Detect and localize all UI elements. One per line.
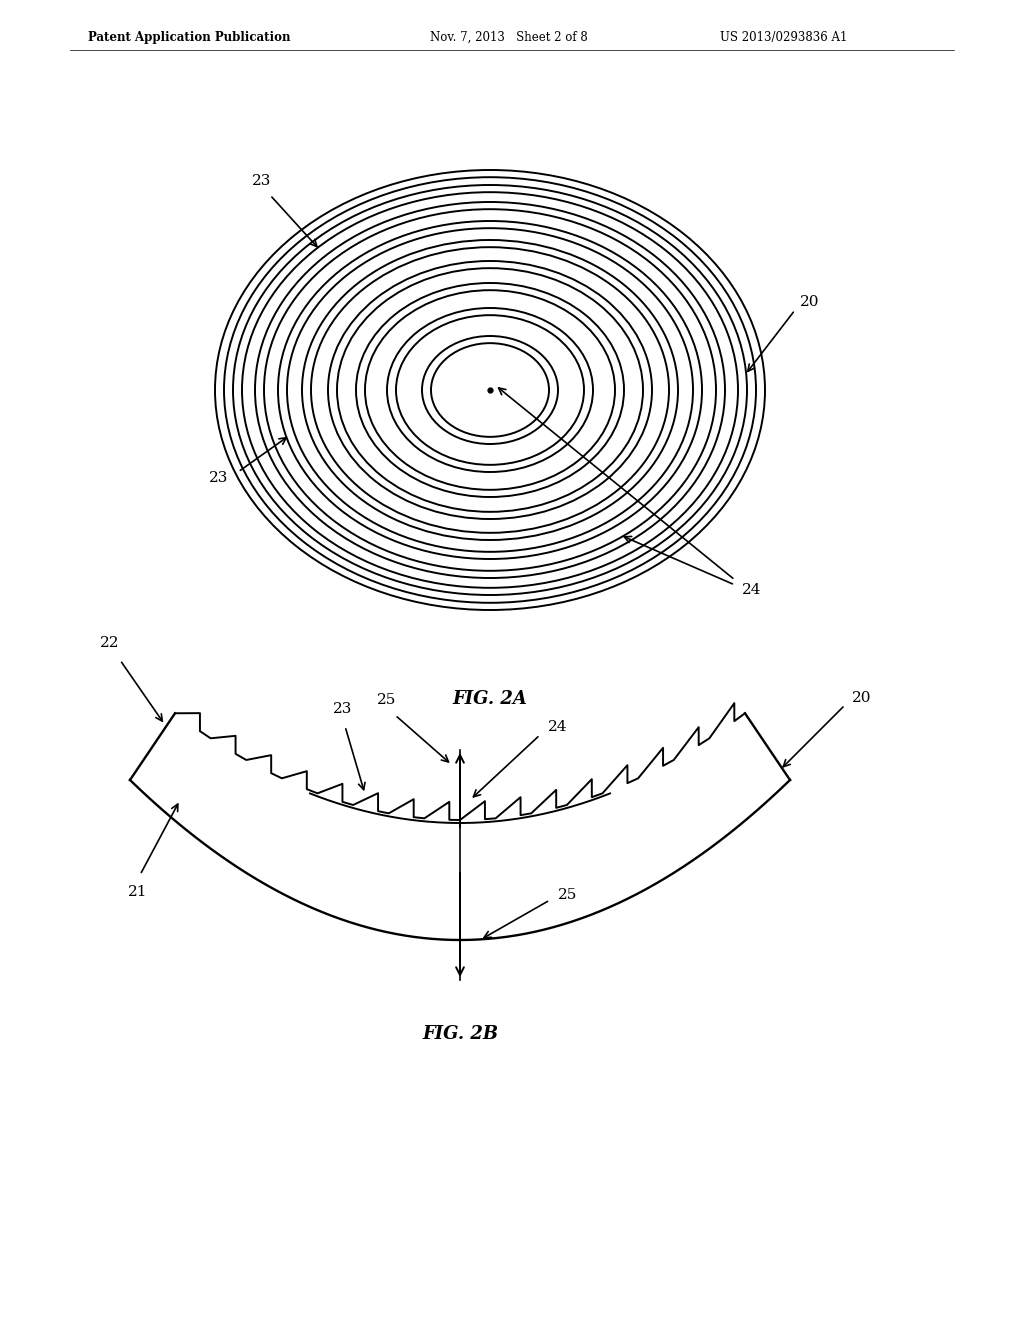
Text: US 2013/0293836 A1: US 2013/0293836 A1 bbox=[720, 30, 848, 44]
Text: 22: 22 bbox=[100, 636, 120, 649]
Text: 23: 23 bbox=[209, 471, 228, 484]
Text: Nov. 7, 2013   Sheet 2 of 8: Nov. 7, 2013 Sheet 2 of 8 bbox=[430, 30, 588, 44]
Text: 21: 21 bbox=[128, 884, 147, 899]
Text: 24: 24 bbox=[742, 583, 762, 597]
Text: 23: 23 bbox=[252, 174, 271, 187]
Text: 25: 25 bbox=[558, 888, 578, 902]
Text: FIG. 2B: FIG. 2B bbox=[422, 1026, 498, 1043]
Text: FIG. 2A: FIG. 2A bbox=[453, 690, 527, 708]
Text: Patent Application Publication: Patent Application Publication bbox=[88, 30, 291, 44]
Text: 20: 20 bbox=[852, 690, 871, 705]
Text: 25: 25 bbox=[377, 693, 396, 708]
Text: 24: 24 bbox=[548, 719, 567, 734]
Text: 20: 20 bbox=[800, 294, 819, 309]
Text: 23: 23 bbox=[334, 702, 352, 717]
